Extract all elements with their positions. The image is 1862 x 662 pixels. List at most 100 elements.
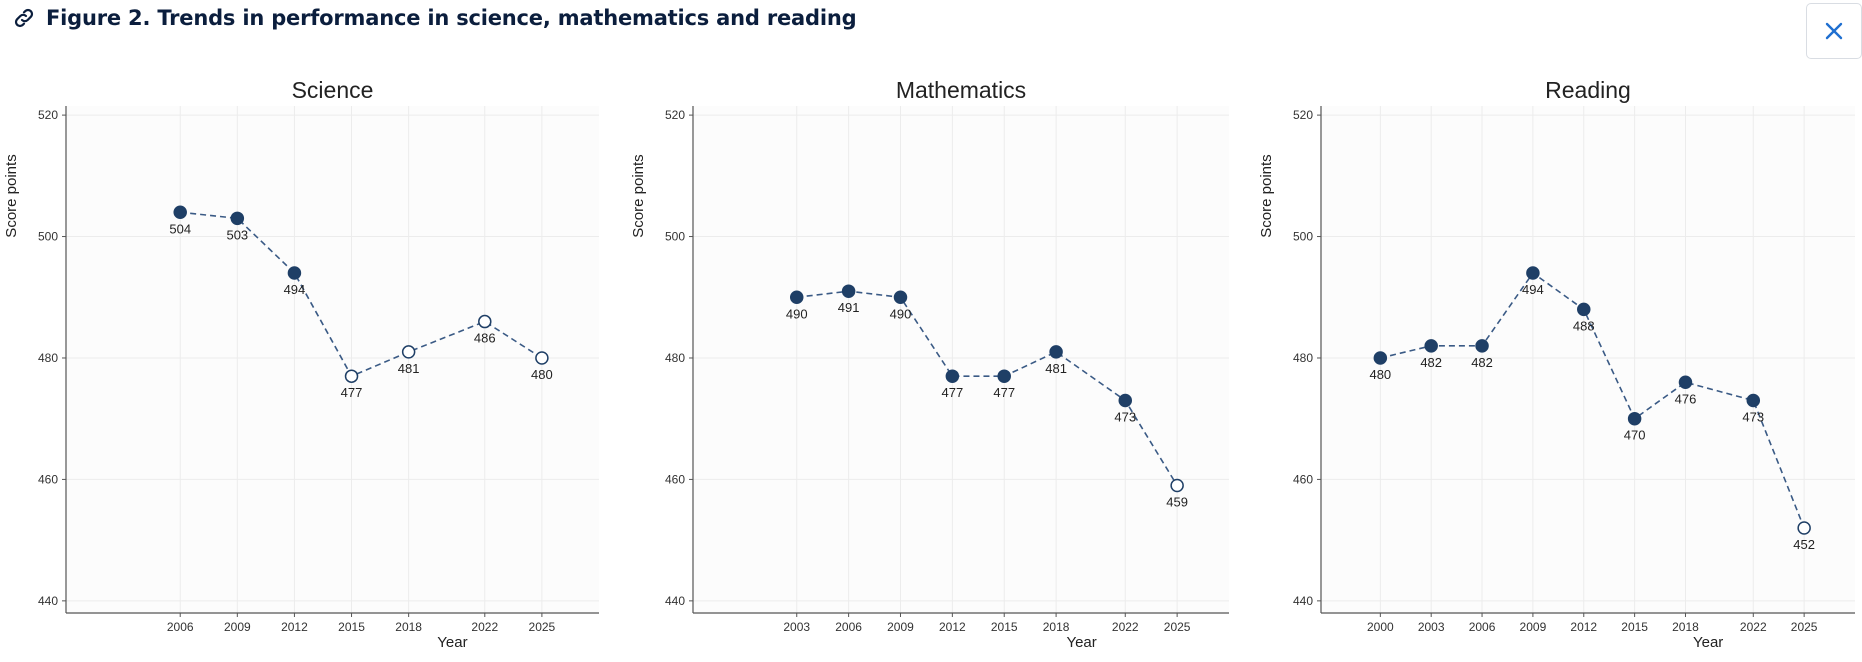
y-tick-label: 520 — [38, 108, 58, 122]
y-tick-label: 500 — [38, 230, 58, 244]
x-tick-label: 2009 — [224, 620, 251, 634]
data-label: 482 — [1471, 355, 1493, 370]
trend-charts: 440 460 480 500 520 2006 2009 2012 2015 2018 2022 2… — [3, 77, 1855, 651]
close-icon — [1825, 22, 1843, 40]
data-point — [173, 205, 187, 220]
close-button[interactable] — [1806, 3, 1862, 59]
data-label: 481 — [1045, 361, 1067, 376]
data-point — [287, 266, 302, 280]
y-tick-label: 440 — [1293, 594, 1313, 608]
data-point — [841, 284, 856, 298]
y-tick-label: 440 — [665, 594, 685, 608]
y-tick-label: 500 — [665, 230, 685, 244]
data-label: 482 — [1420, 355, 1442, 370]
data-point — [1577, 302, 1591, 317]
data-label: 476 — [1675, 391, 1697, 406]
series-line — [796, 290, 1178, 486]
x-tick-label: 2003 — [1418, 620, 1445, 634]
y-tick-label: 480 — [665, 351, 685, 365]
data-point — [1118, 393, 1133, 408]
x-tick-label: 2022 — [1112, 620, 1139, 634]
y-axis-label: Score points — [630, 154, 647, 237]
chart-title: Mathematics — [896, 77, 1026, 103]
plot-area — [66, 106, 599, 613]
figure-title: Figure 2. Trends in performance in scien… — [46, 6, 857, 30]
x-tick-label: 2009 — [1520, 620, 1547, 634]
data-label: 481 — [398, 361, 420, 376]
y-tick-label: 480 — [1293, 351, 1313, 365]
y-tick-label: 500 — [1293, 230, 1313, 244]
data-label: 477 — [993, 385, 1015, 400]
data-point — [1526, 266, 1540, 280]
x-axis-label: Year — [1066, 634, 1096, 651]
data-point — [478, 314, 492, 329]
x-tick-label: 2000 — [1367, 620, 1394, 634]
x-axis-label: Year — [437, 634, 467, 651]
y-tick-label: 440 — [38, 594, 58, 608]
data-point — [893, 290, 908, 305]
y-tick-label: 460 — [1293, 472, 1313, 486]
plot-area — [693, 106, 1229, 613]
data-point — [1424, 339, 1438, 353]
data-point — [535, 351, 549, 365]
x-tick-label: 2006 — [167, 620, 194, 634]
x-tick-label: 2012 — [939, 620, 966, 634]
x-tick-label: 2015 — [991, 620, 1018, 634]
data-label: 504 — [169, 221, 191, 236]
x-tick-label: 2025 — [1164, 620, 1191, 634]
data-label: 477 — [341, 385, 363, 400]
x-tick-label: 2018 — [1043, 620, 1070, 634]
data-point — [1170, 478, 1184, 493]
x-tick-label: 2003 — [783, 620, 810, 634]
y-axis-label: Score points — [3, 154, 20, 237]
x-tick-label: 2006 — [835, 620, 862, 634]
x-axis-label: Year — [1693, 634, 1723, 651]
y-axis-label: Score points — [1258, 154, 1275, 237]
data-point — [1797, 521, 1811, 535]
data-label: 470 — [1624, 428, 1646, 443]
x-tick-label: 2018 — [395, 620, 422, 634]
data-point — [230, 211, 245, 226]
data-label: 491 — [838, 300, 860, 315]
data-label: 473 — [1742, 409, 1764, 424]
chart-title: Reading — [1545, 77, 1631, 103]
data-label: 490 — [786, 306, 808, 321]
x-tick-label: 2015 — [338, 620, 365, 634]
data-label: 503 — [226, 227, 248, 242]
x-tick-label: 2022 — [1740, 620, 1767, 634]
data-point — [997, 369, 1011, 383]
x-tick-label: 2018 — [1672, 620, 1699, 634]
data-point — [1049, 345, 1063, 359]
data-label: 494 — [284, 282, 306, 297]
data-label: 494 — [1522, 282, 1544, 297]
data-point — [1746, 393, 1761, 408]
data-label: 459 — [1166, 494, 1188, 509]
data-point — [1475, 339, 1489, 353]
data-point — [789, 290, 804, 305]
figure-header: Figure 2. Trends in performance in scien… — [12, 6, 857, 30]
x-tick-label: 2012 — [1570, 620, 1597, 634]
y-tick-label: 460 — [38, 472, 58, 486]
y-tick-label: 520 — [1293, 108, 1313, 122]
x-tick-label: 2025 — [1791, 620, 1818, 634]
x-tick-label: 2025 — [529, 620, 556, 634]
x-tick-label: 2015 — [1621, 620, 1648, 634]
chart-title: Science — [292, 77, 374, 103]
y-tick-label: 520 — [665, 108, 685, 122]
y-tick-label: 480 — [38, 351, 58, 365]
data-point — [401, 345, 416, 359]
data-label: 452 — [1793, 537, 1815, 552]
data-label: 477 — [942, 385, 964, 400]
plot-area — [1321, 106, 1855, 613]
x-tick-label: 2022 — [471, 620, 498, 634]
y-tick-label: 460 — [665, 472, 685, 486]
data-label: 480 — [1369, 367, 1391, 382]
data-point — [344, 369, 359, 383]
link-icon[interactable] — [12, 6, 36, 30]
data-label: 490 — [890, 306, 912, 321]
data-label: 488 — [1573, 318, 1595, 333]
data-label: 480 — [531, 367, 553, 382]
data-point — [1627, 411, 1642, 426]
x-tick-label: 2006 — [1469, 620, 1496, 634]
data-label: 473 — [1114, 409, 1136, 424]
